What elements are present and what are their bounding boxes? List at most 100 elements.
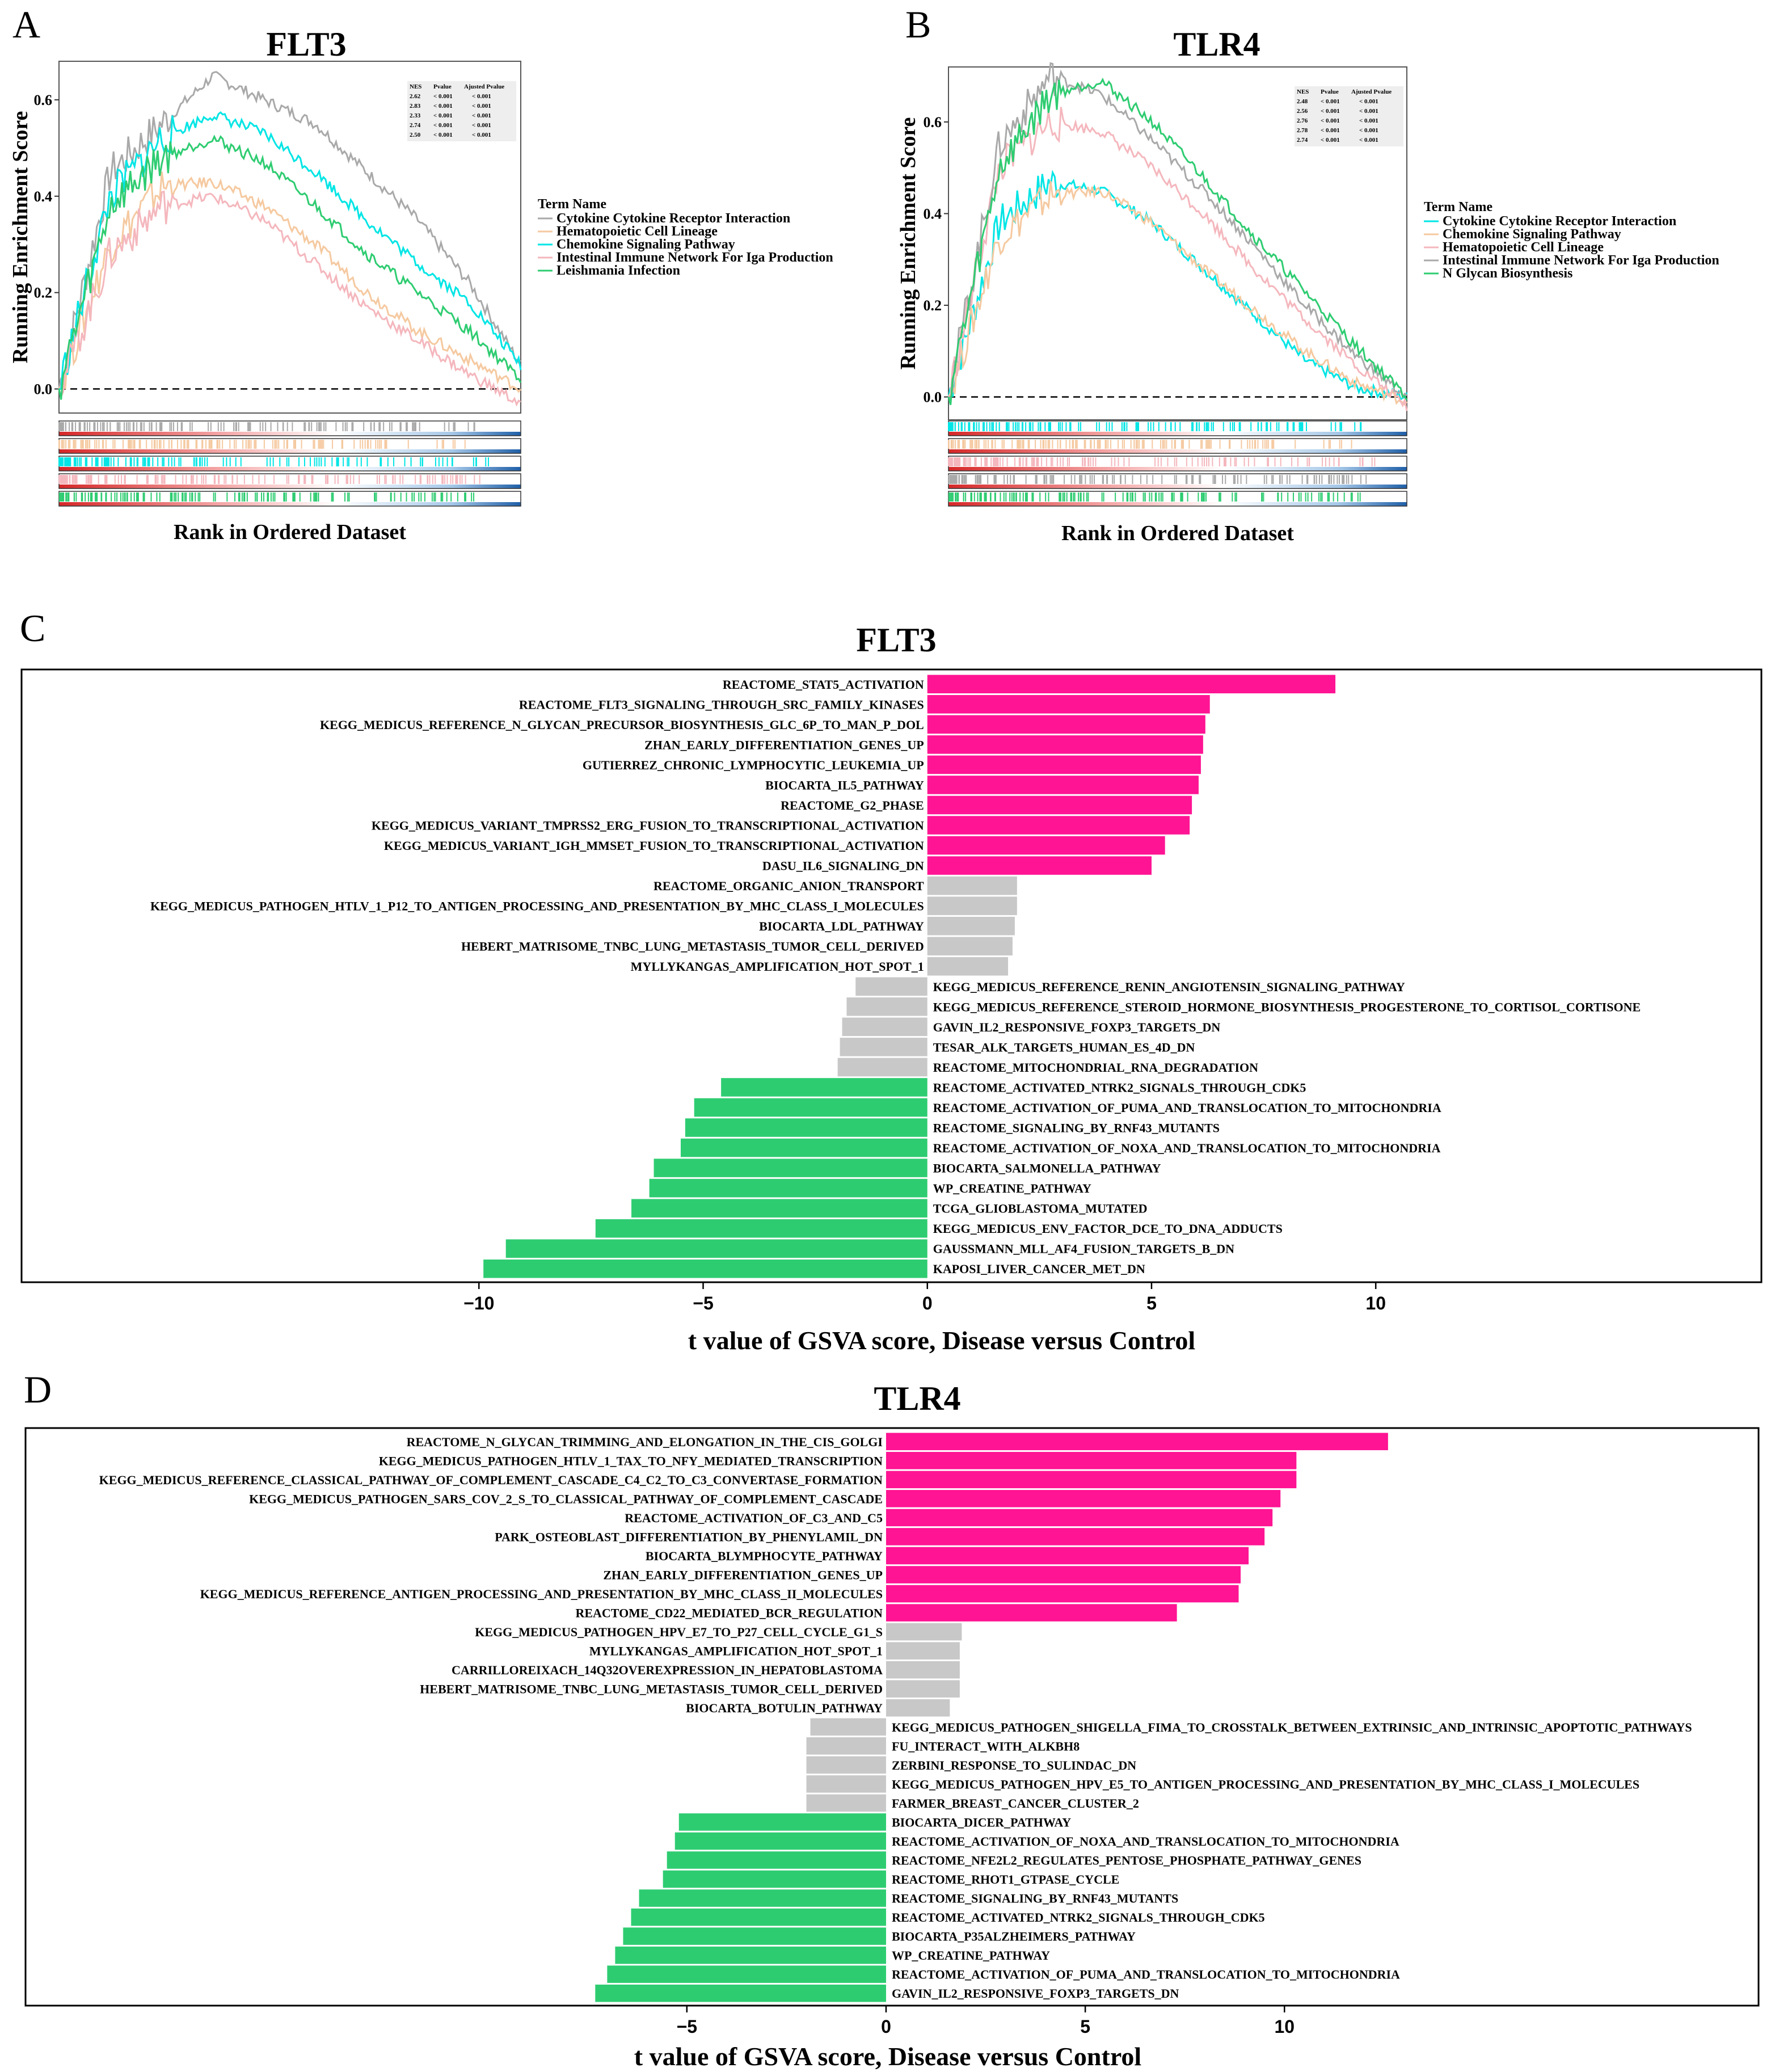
stats-nes: 2.74 [410, 122, 421, 129]
stats-table-bg [1295, 86, 1403, 146]
bar [694, 1098, 927, 1117]
y-tick-label: 0.0 [34, 381, 53, 398]
bar-label: WP_CREATINE_PATHWAY [933, 1181, 1091, 1195]
bar [886, 1661, 960, 1679]
bar [607, 1965, 886, 1983]
stats-nes: 2.33 [410, 112, 421, 119]
stats-adj-pvalue: < 0.001 [472, 112, 491, 119]
bar-label: MYLLYKANGAS_AMPLIFICATION_HOT_SPOT_1 [631, 959, 924, 974]
legend-entry: Chemokine Signaling Pathway [556, 237, 735, 252]
stats-pvalue: < 0.001 [1321, 108, 1340, 115]
bar-label: WP_CREATINE_PATHWAY [892, 1948, 1050, 1962]
stats-nes: 2.50 [410, 132, 421, 138]
enrichment-curve [58, 190, 521, 407]
bar [927, 876, 1017, 895]
bar [483, 1259, 927, 1278]
stats-nes: 2.48 [1297, 98, 1308, 105]
bar-label: KEGG_MEDICUS_VARIANT_IGH_MMSET_FUSION_TO… [384, 839, 924, 853]
bar-label: REACTOME_CD22_MEDIATED_BCR_REGULATION [575, 1606, 883, 1620]
bar-label: REACTOME_N_GLYCAN_TRIMMING_AND_ELONGATIO… [407, 1435, 883, 1449]
x-axis-label: Rank in Ordered Dataset [1061, 521, 1294, 545]
bar-label: GAVIN_IL2_RESPONSIVE_FOXP3_TARGETS_DN [892, 1986, 1179, 2001]
stats-table-header: NES [410, 83, 421, 90]
bar [615, 1946, 886, 1964]
bar [886, 1547, 1249, 1565]
stats-adj-pvalue: < 0.001 [472, 103, 491, 110]
rank-gradient-bar [948, 502, 1407, 506]
stats-nes: 2.78 [1297, 127, 1308, 134]
stats-pvalue: < 0.001 [433, 112, 453, 119]
bar [927, 937, 1013, 955]
bar [806, 1737, 886, 1755]
bar [663, 1870, 886, 1888]
bar-label: REACTOME_ACTIVATION_OF_NOXA_AND_TRANSLOC… [933, 1141, 1441, 1155]
y-tick-label: 0.4 [924, 205, 942, 222]
plot-frame [20, 668, 1763, 1283]
bar-label: BIOCARTA_BOTULIN_PATHWAY [686, 1701, 883, 1715]
stats-pvalue: < 0.001 [1321, 98, 1340, 105]
bar-label: DASU_IL6_SIGNALING_DN [762, 859, 924, 873]
x-tick-label: −5 [693, 1293, 713, 1313]
bar [927, 957, 1009, 976]
bar-label: KEGG_MEDICUS_PATHOGEN_HTLV_1_P12_TO_ANTI… [150, 899, 924, 913]
bar [840, 1038, 927, 1056]
bar [886, 1528, 1265, 1545]
bar-label: REACTOME_ACTIVATED_NTRK2_SIGNALS_THROUGH… [892, 1910, 1265, 1924]
x-tick-label: −5 [677, 2016, 697, 2037]
bar-label: GUTIERREZ_CHRONIC_LYMPHOCYTIC_LEUKEMIA_U… [583, 758, 924, 772]
bar [927, 755, 1201, 774]
enrichment-curve [947, 170, 1408, 401]
plot-frame [24, 1427, 1760, 2007]
bar-label: BIOCARTA_DICER_PATHWAY [892, 1815, 1071, 1829]
rank-gradient-bar [59, 467, 521, 471]
stats-pvalue: < 0.001 [433, 103, 453, 110]
plot-frame [58, 61, 521, 414]
stats-pvalue: < 0.001 [433, 122, 453, 129]
rank-gradient-bar [59, 502, 521, 506]
legend-title: Term Name [538, 197, 606, 212]
legend-entry: Leishmania Infection [556, 263, 680, 278]
plot-title: TLR4 [1173, 26, 1260, 63]
bar-label: ZHAN_EARLY_DIFFERENTIATION_GENES_UP [644, 738, 924, 752]
bar [810, 1718, 886, 1736]
stats-table-header: NES [1297, 89, 1309, 95]
bar-label: REACTOME_ACTIVATION_OF_C3_AND_C5 [625, 1511, 883, 1525]
rank-gradient-bar [59, 485, 521, 488]
rank-gradient-bar [948, 432, 1407, 436]
rank-gradient-bar [948, 485, 1407, 488]
enrichment-curve [947, 77, 1408, 405]
bar-label: REACTOME_ORGANIC_ANION_TRANSPORT [653, 879, 924, 893]
y-tick-label: 0.6 [34, 92, 53, 108]
legend-entry: Hematopoietic Cell Lineage [556, 224, 718, 239]
bar-label: KEGG_MEDICUS_REFERENCE_STEROID_HORMONE_B… [933, 1000, 1641, 1014]
y-tick-label: 0.6 [924, 114, 942, 130]
bar-label: KEGG_MEDICUS_VARIANT_TMPRSS2_ERG_FUSION_… [372, 819, 924, 833]
bar-label: BIOCARTA_SALMONELLA_PATHWAY [933, 1161, 1161, 1176]
bar-label: REACTOME_ACTIVATION_OF_PUMA_AND_TRANSLOC… [933, 1101, 1441, 1115]
bar [886, 1623, 962, 1641]
bar [631, 1199, 927, 1218]
bar [927, 916, 1015, 936]
bar [653, 1159, 927, 1177]
bar-label: TESAR_ALK_TARGETS_HUMAN_ES_4D_DN [933, 1040, 1195, 1054]
stats-adj-pvalue: < 0.001 [1359, 137, 1378, 144]
bar [886, 1509, 1273, 1527]
stats-adj-pvalue: < 0.001 [472, 132, 491, 138]
bar-label: REACTOME_MITOCHONDRIAL_RNA_DEGRADATION [933, 1060, 1258, 1075]
bar-label: REACTOME_ACTIVATION_OF_PUMA_AND_TRANSLOC… [892, 1968, 1400, 1982]
bar-label: BIOCARTA_BLYMPHOCYTE_PATHWAY [646, 1549, 883, 1563]
bar-label: REACTOME_STAT5_ACTIVATION [723, 677, 924, 692]
y-tick-label: 0.4 [34, 188, 53, 205]
stats-nes: 2.74 [1297, 137, 1308, 144]
bar-label: GAVIN_IL2_RESPONSIVE_FOXP3_TARGETS_DN [933, 1020, 1221, 1034]
bar-label: KEGG_MEDICUS_REFERENCE_ANTIGEN_PROCESSIN… [200, 1587, 883, 1601]
y-tick-label: 0.2 [924, 297, 942, 314]
bar [806, 1756, 886, 1774]
bar [595, 1219, 927, 1238]
bar [806, 1775, 886, 1793]
x-tick-label: 10 [1365, 1293, 1386, 1313]
legend-entry: Cytokine Cytokine Receptor Interaction [556, 211, 790, 226]
x-tick-label: 0 [922, 1293, 933, 1313]
bar [886, 1604, 1177, 1622]
